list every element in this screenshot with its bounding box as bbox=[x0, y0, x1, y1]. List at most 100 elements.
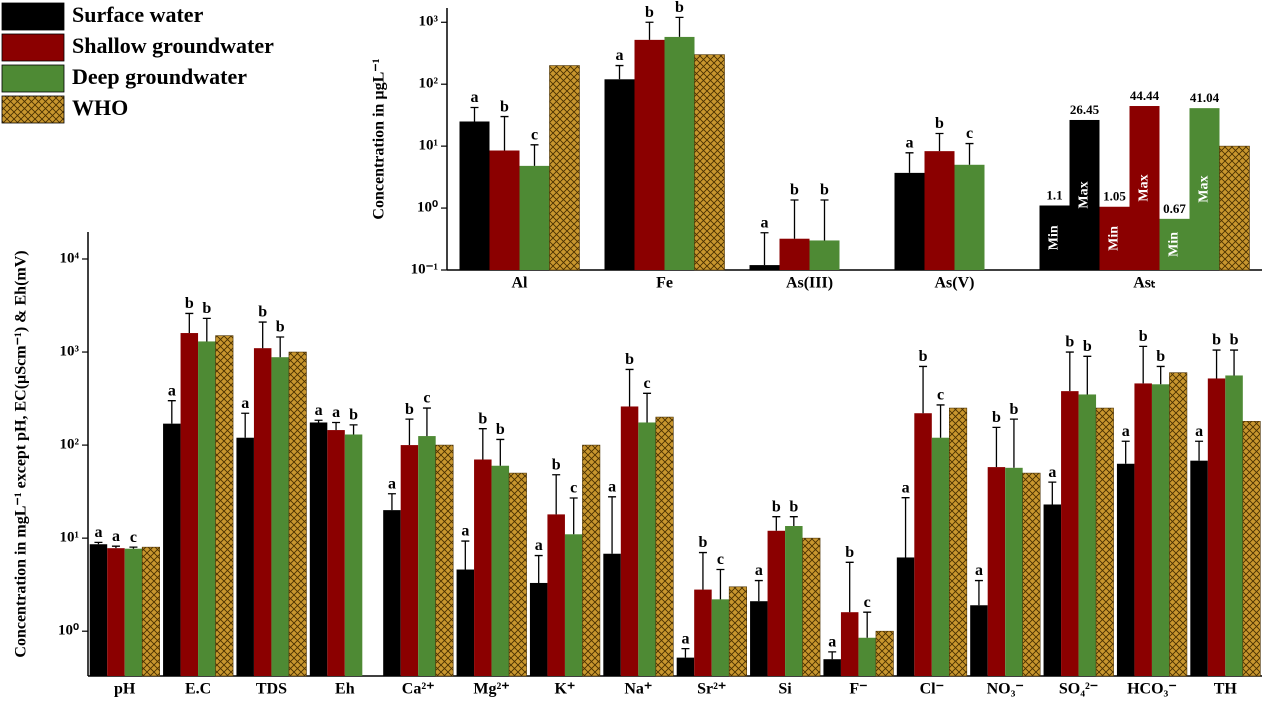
significance-letter: b bbox=[405, 401, 414, 418]
bar bbox=[529, 582, 548, 676]
bar bbox=[1022, 472, 1041, 677]
range-bar-label: Max bbox=[1077, 181, 1092, 208]
range-bar bbox=[1039, 205, 1070, 270]
bar bbox=[970, 605, 988, 676]
error-bar bbox=[905, 152, 914, 173]
y-axis-label: Concentration in µgL⁻¹ bbox=[371, 58, 388, 219]
x-tick-label: Al bbox=[512, 275, 529, 292]
bar bbox=[604, 79, 635, 270]
x-tick-label: E.C bbox=[185, 681, 211, 698]
bar bbox=[1242, 421, 1261, 677]
error-bar bbox=[552, 474, 561, 515]
bar bbox=[400, 445, 419, 676]
error-bar bbox=[698, 551, 707, 590]
error-bar bbox=[716, 568, 725, 600]
legend-swatch bbox=[1, 33, 65, 62]
bar bbox=[987, 467, 1006, 676]
error-bar bbox=[625, 368, 634, 407]
range-bar-value: 1.05 bbox=[1103, 189, 1126, 204]
significance-letter: b bbox=[935, 115, 944, 132]
error-bar bbox=[387, 493, 396, 511]
error-bar bbox=[332, 421, 341, 431]
bar bbox=[802, 537, 821, 677]
y-tick-label: 10⁴ bbox=[60, 250, 80, 266]
error-bar bbox=[901, 497, 910, 558]
bar bbox=[236, 437, 254, 676]
error-bar bbox=[349, 424, 358, 435]
bar bbox=[1095, 407, 1114, 677]
bar bbox=[1134, 383, 1152, 676]
x-tick-label: Fe bbox=[656, 275, 673, 292]
error-bar bbox=[919, 365, 928, 414]
bar bbox=[547, 514, 565, 676]
bar bbox=[508, 472, 527, 677]
bar bbox=[676, 657, 695, 676]
y-tick-label: 10³ bbox=[60, 343, 80, 359]
significance-letter: a bbox=[761, 214, 769, 231]
significance-letter: a bbox=[535, 537, 543, 554]
bar bbox=[141, 546, 160, 677]
error-bar bbox=[500, 115, 509, 151]
significance-letter: b bbox=[500, 98, 509, 115]
error-bar bbox=[828, 651, 837, 660]
legend-label: WHO bbox=[72, 95, 128, 120]
error-bar bbox=[974, 579, 983, 606]
bar bbox=[655, 416, 674, 677]
bar bbox=[823, 659, 841, 676]
x-tick-label: HCO₃⁻ bbox=[1127, 681, 1177, 698]
x-tick-label: NO₃⁻ bbox=[987, 681, 1024, 698]
error-bar bbox=[754, 579, 763, 602]
significance-letter: a bbox=[112, 528, 120, 545]
error-bar bbox=[936, 404, 945, 438]
range-bar-label: Min bbox=[1107, 226, 1122, 251]
error-bar bbox=[314, 419, 323, 423]
x-tick-label: Asₜ bbox=[1133, 275, 1156, 292]
error-bar bbox=[772, 516, 781, 531]
significance-letter: b bbox=[790, 182, 799, 199]
bar bbox=[253, 348, 272, 676]
error-bar bbox=[1139, 345, 1148, 384]
error-bar bbox=[608, 496, 617, 554]
bar bbox=[896, 557, 915, 676]
significance-letter: a bbox=[94, 524, 102, 541]
error-bar bbox=[1009, 418, 1018, 468]
error-bar bbox=[1083, 355, 1092, 395]
error-bar bbox=[276, 336, 285, 358]
error-bar bbox=[1230, 349, 1239, 376]
significance-letter: c bbox=[966, 125, 973, 142]
significance-letter: b bbox=[992, 409, 1001, 426]
bar bbox=[875, 630, 894, 677]
legend-swatch bbox=[1, 64, 65, 93]
error-bar bbox=[615, 64, 624, 80]
bar bbox=[474, 459, 492, 676]
bar bbox=[1005, 467, 1023, 676]
x-tick-label: Ca²⁺ bbox=[402, 681, 435, 698]
x-tick-label: Sr²⁺ bbox=[697, 681, 726, 698]
bar bbox=[435, 444, 454, 677]
error-bar bbox=[129, 546, 138, 549]
x-tick-label: Eh bbox=[335, 681, 355, 698]
bar bbox=[215, 335, 234, 677]
error-bar bbox=[185, 312, 194, 334]
range-bar-label: Min bbox=[1167, 232, 1182, 257]
x-tick-label: K⁺ bbox=[554, 681, 575, 698]
error-bar bbox=[1156, 365, 1165, 385]
bar bbox=[664, 36, 695, 270]
significance-letter: a bbox=[1195, 423, 1203, 440]
bar bbox=[163, 423, 181, 676]
significance-letter: b bbox=[645, 4, 654, 21]
bar bbox=[711, 599, 730, 676]
error-bar bbox=[534, 554, 543, 583]
error-bar bbox=[760, 232, 769, 266]
error-bar bbox=[405, 418, 414, 446]
bar bbox=[779, 238, 810, 270]
y-tick-label: 10¹ bbox=[419, 138, 439, 154]
bar bbox=[750, 601, 768, 676]
legend-swatch bbox=[1, 2, 65, 31]
bar bbox=[603, 553, 621, 676]
bar bbox=[1078, 394, 1097, 676]
significance-letter: b bbox=[1230, 332, 1239, 349]
significance-letter: b bbox=[1009, 401, 1018, 418]
significance-letter: b bbox=[1139, 328, 1148, 345]
